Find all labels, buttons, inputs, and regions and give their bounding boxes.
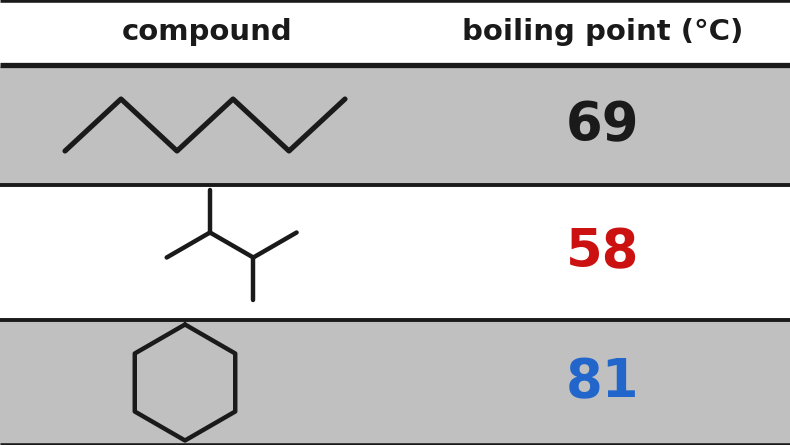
- Bar: [0, 320, 790, 445]
- Text: compound: compound: [122, 19, 293, 46]
- Text: 69: 69: [566, 99, 639, 151]
- Bar: [0, 185, 790, 320]
- Text: 81: 81: [566, 356, 639, 409]
- Text: boiling point (°C): boiling point (°C): [462, 19, 743, 46]
- Bar: [0, 0, 790, 65]
- Bar: [0, 65, 790, 185]
- Text: 58: 58: [566, 227, 639, 279]
